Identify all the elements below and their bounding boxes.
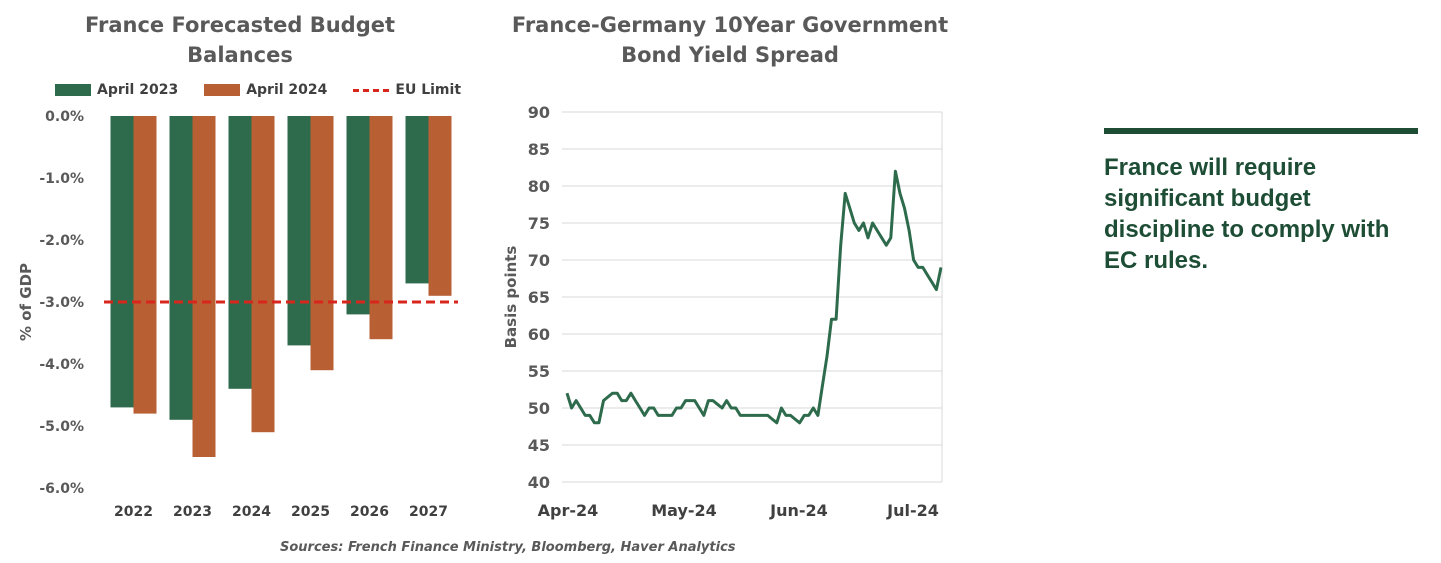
legend-swatch-eu-limit xyxy=(353,88,390,92)
source-note: Sources: French Finance Ministry, Bloomb… xyxy=(280,540,736,555)
legend-swatch-april-2023 xyxy=(55,84,91,96)
x-tick-label: 2027 xyxy=(409,504,448,520)
y-axis-label: % of GDP xyxy=(17,263,35,341)
legend-label-eu-limit: EU Limit xyxy=(395,82,462,98)
x-tick-label: 2026 xyxy=(350,504,389,520)
y-tick-label: 65 xyxy=(528,288,550,307)
bar xyxy=(428,116,452,296)
y-tick-label: 0.0% xyxy=(45,109,84,125)
bar xyxy=(346,116,370,315)
budget-chart-title: France Forecasted Budget Balances xyxy=(84,13,396,67)
y-tick-label: 60 xyxy=(528,325,550,344)
legend-item-april-2024: April 2024 xyxy=(204,82,327,98)
y-tick-label: 90 xyxy=(528,103,550,122)
bar xyxy=(192,116,216,457)
message-rule xyxy=(1104,128,1418,134)
y-tick-label: 55 xyxy=(528,362,550,381)
y-tick-label: -6.0% xyxy=(39,481,84,497)
bar xyxy=(110,116,134,408)
spread-line xyxy=(565,169,943,425)
bar xyxy=(310,116,334,371)
budget-chart-legend: April 2023 April 2024 EU Limit xyxy=(55,82,487,98)
bar xyxy=(133,116,157,414)
y-axis-label: Basis points xyxy=(502,246,520,349)
y-tick-label: -5.0% xyxy=(39,419,84,435)
bar xyxy=(369,116,393,340)
legend-label-april-2023: April 2023 xyxy=(97,82,179,98)
bar xyxy=(287,116,311,346)
y-tick-label: 50 xyxy=(528,399,550,418)
y-tick-label: -3.0% xyxy=(39,295,84,311)
message-text: France will require significant budget d… xyxy=(1104,154,1390,274)
y-tick-label: -2.0% xyxy=(39,233,84,249)
y-tick-label: 85 xyxy=(528,140,550,159)
legend-label-april-2024: April 2024 xyxy=(246,82,328,98)
bar xyxy=(228,116,252,389)
y-tick-label: -4.0% xyxy=(39,357,84,373)
legend-item-april-2023: April 2023 xyxy=(55,82,178,98)
key-message: France will require significant budget d… xyxy=(1104,128,1418,276)
x-tick-label: May-24 xyxy=(651,501,717,520)
x-tick-label: 2023 xyxy=(173,504,212,520)
budget-bar-chart: 0.0% -1.0% -2.0% -3.0% -4.0% -5.0% -6.0% % of G… xyxy=(17,109,458,520)
x-tick-label: 2025 xyxy=(291,504,330,520)
y-tick-label: 75 xyxy=(528,214,550,233)
spread-line-chart: 40 45 50 55 60 65 70 75 80 85 90 Basis points Apr-24… xyxy=(502,103,943,520)
x-tick-label: Jul-24 xyxy=(886,501,939,520)
y-tick-label: 80 xyxy=(528,177,550,196)
bar xyxy=(251,116,275,433)
y-tick-label: 40 xyxy=(528,473,550,492)
legend-item-eu-limit: EU Limit xyxy=(353,82,461,98)
y-tick-label: -1.0% xyxy=(39,171,84,187)
x-tick-label: 2022 xyxy=(114,504,153,520)
x-tick-label: Jun-24 xyxy=(769,501,828,520)
bar xyxy=(169,116,193,420)
x-tick-label: Apr-24 xyxy=(538,501,599,520)
y-tick-label: 70 xyxy=(528,251,550,270)
x-tick-label: 2024 xyxy=(232,504,271,520)
spread-chart-title: France-Germany 10Year Government Bond Yi… xyxy=(511,13,949,67)
bar xyxy=(405,116,429,284)
legend-swatch-april-2024 xyxy=(204,84,241,96)
y-tick-label: 45 xyxy=(528,436,550,455)
